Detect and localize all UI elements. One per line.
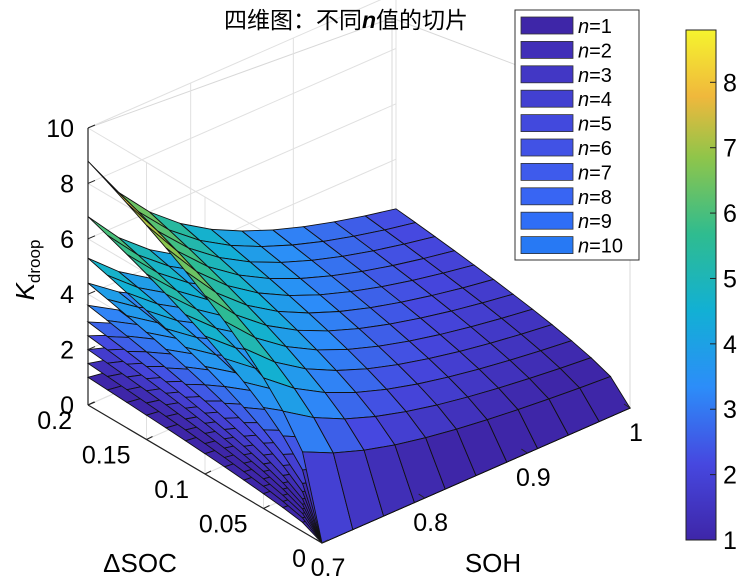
- x-tick-label: 1: [629, 419, 643, 447]
- legend-swatch: [520, 89, 574, 108]
- y-tick-mark: [263, 505, 270, 509]
- y-tick-label: 0: [292, 545, 306, 573]
- y-tick-label: 0.2: [37, 407, 72, 435]
- x-tick-mark: [315, 538, 323, 544]
- x-tick-mark: [623, 403, 631, 409]
- z-axis-label-main: K: [10, 281, 40, 300]
- legend-label: n=7: [578, 162, 612, 184]
- legend-swatch: [520, 236, 574, 255]
- z-tick-label: 2: [60, 337, 74, 365]
- grid-line-z-back: [87, 0, 382, 129]
- y-tick-mark: [321, 539, 329, 544]
- colorbar-tick-label: 5: [723, 265, 737, 293]
- legend-swatch: [520, 65, 574, 84]
- legend-label: n=3: [578, 65, 612, 87]
- z-tick-mark: [87, 346, 96, 351]
- colorbar-tick-label: 2: [723, 462, 737, 490]
- legend-swatch: [520, 211, 574, 230]
- x-axis-label: SOH: [465, 548, 521, 578]
- z-tick-label: 4: [60, 281, 74, 309]
- y-tick-label: 0.1: [154, 476, 189, 504]
- y-tick-mark: [204, 470, 212, 475]
- x-tick-label: 0.8: [413, 509, 448, 537]
- z-tick-label: 6: [60, 226, 74, 254]
- legend-label: n=5: [578, 114, 612, 136]
- z-tick-labels: 0 2 4 6 8 10: [46, 115, 96, 420]
- z-tick-label: 10: [46, 115, 74, 143]
- colorbar-tick-label: 3: [723, 396, 737, 424]
- legend-swatch: [520, 138, 574, 157]
- x-tick-label: 0.7: [311, 554, 346, 579]
- grid-line-z-back: [87, 47, 397, 184]
- y-tick-label: 0.05: [199, 511, 248, 539]
- y-tick-labels: 0 0.05 0.1 0.15 0.2: [37, 401, 329, 573]
- legend-swatch: [520, 16, 574, 35]
- colorbar-tick-label: 1: [723, 527, 737, 555]
- z-tick-mark: [87, 179, 96, 184]
- colorbar-tick-label: 4: [723, 331, 737, 359]
- colorbar: 1 2 3 4 5 6 7 8: [685, 29, 737, 555]
- legend-label: n=8: [578, 187, 612, 209]
- z-tick-label: 8: [60, 170, 74, 198]
- y-tick-mark: [146, 436, 153, 440]
- chart-title: 四维图：不同n值的切片: [224, 7, 468, 34]
- z-axis-label-sub: droop: [25, 240, 44, 283]
- z-tick-label: 0: [60, 392, 74, 420]
- y-axis-label: ΔSOC: [103, 548, 177, 578]
- grid-line-z-back: [87, 158, 397, 295]
- colorbar-tick-label: 6: [723, 200, 737, 228]
- legend: n=1n=2 n=3n=4 n=5n=6n=7 n=8n=9 n=10: [514, 9, 640, 261]
- legend-swatch: [520, 162, 574, 181]
- colorbar-tick-label: 8: [723, 69, 737, 97]
- x-tick-mark: [521, 448, 528, 454]
- legend-label: n=6: [578, 138, 612, 160]
- z-tick-mark: [87, 290, 96, 295]
- x-tick-labels: 0.7 0.8 0.9 1: [311, 403, 643, 579]
- surface-n=10: [87, 160, 631, 544]
- colorbar-tick-label: 7: [723, 135, 737, 163]
- surface-patch: [118, 192, 170, 231]
- y-tick-mark: [87, 401, 95, 406]
- legend-label: n=2: [578, 40, 612, 62]
- legend-swatch: [520, 41, 574, 59]
- z-tick-mark: [87, 124, 96, 129]
- legend-label: n=10: [578, 236, 623, 258]
- x-tick-label: 0.9: [516, 464, 551, 492]
- legend-label: n=9: [578, 211, 612, 233]
- legend-label: n=1: [578, 16, 612, 38]
- x-tick-mark: [418, 493, 425, 499]
- left-back-edge: [87, 17, 393, 129]
- legend-swatch: [520, 114, 574, 132]
- y-tick-label: 0.15: [82, 442, 131, 470]
- z-tick-mark: [87, 235, 96, 240]
- colorbar-gradient: [685, 29, 717, 541]
- legend-swatch: [520, 187, 574, 206]
- legend-label: n=4: [578, 89, 612, 111]
- z-axis-label: Kdroop: [10, 240, 44, 301]
